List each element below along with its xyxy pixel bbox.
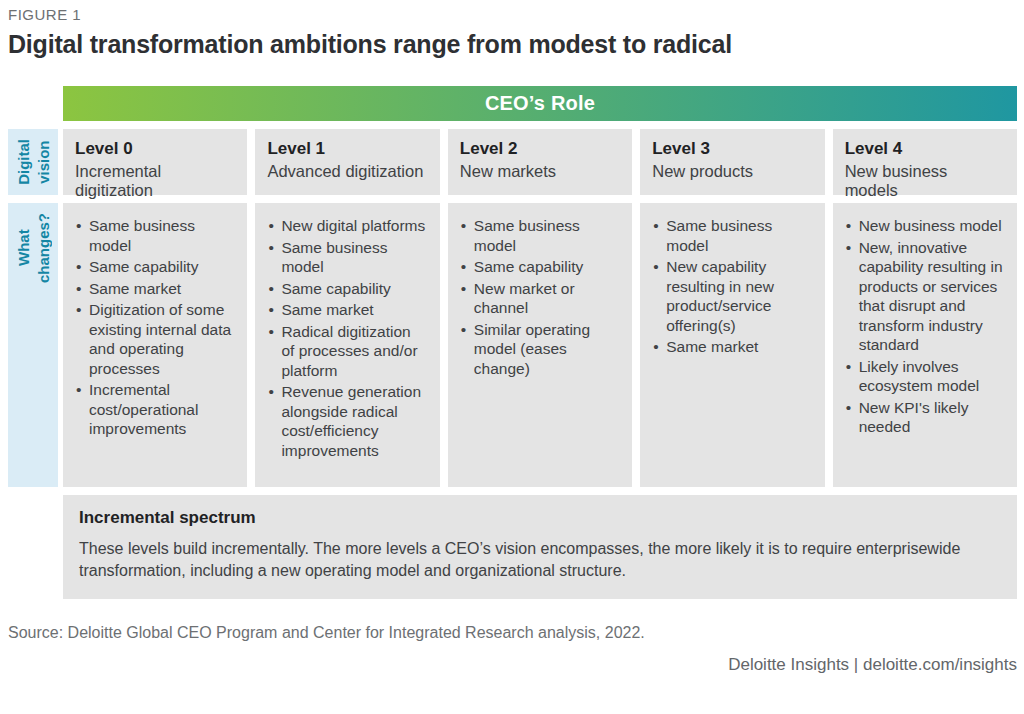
level-body-cell: New business modelNew, innovative capabi… <box>833 203 1017 487</box>
what-changes-label: What changes? <box>14 213 53 283</box>
ceo-role-row: CEO’s Role <box>8 86 1017 121</box>
bullet-list: Same business modelSame capabilitySame m… <box>75 216 235 439</box>
level-header-cell: Level 0 Incremental digitization <box>63 129 247 195</box>
bullet-item: New business model <box>845 216 1005 236</box>
figure-label: FIGURE 1 <box>8 6 1017 23</box>
level-subtitle: New markets <box>460 162 620 181</box>
spectrum-row: Incremental spectrum These levels build … <box>8 495 1017 599</box>
level-name: Level 1 <box>267 139 427 159</box>
bullet-list: New business modelNew, innovative capabi… <box>845 216 1005 437</box>
bullet-item: Same market <box>652 337 812 357</box>
spectrum-heading: Incremental spectrum <box>79 508 1001 528</box>
bullet-item: Same business model <box>267 238 427 277</box>
spacer <box>8 495 58 599</box>
level-header-cells: Level 0 Incremental digitization Level 1… <box>63 129 1017 195</box>
level-header-cell: Level 3 New products <box>640 129 824 195</box>
bullet-item: Incremental cost/operational improvement… <box>75 380 235 439</box>
digital-vision-label: Digital vision <box>14 139 53 185</box>
bullet-item: Same capability <box>460 257 620 277</box>
bullet-item: Digitization of some existing internal d… <box>75 300 235 378</box>
level-body-cell: Same business modelSame capabilityNew ma… <box>448 203 632 487</box>
source-line: Source: Deloitte Global CEO Program and … <box>8 624 1017 642</box>
bullet-item: Revenue generation alongside radical cos… <box>267 382 427 460</box>
footer-branding: Deloitte Insights | deloitte.com/insight… <box>8 655 1017 675</box>
level-subtitle: Incremental digitization <box>75 162 235 200</box>
ceo-role-header-bar: CEO’s Role <box>63 86 1017 121</box>
level-name: Level 2 <box>460 139 620 159</box>
level-header-cell: Level 2 New markets <box>448 129 632 195</box>
level-body-cell: Same business modelSame capabilitySame m… <box>63 203 247 487</box>
level-body-cell: New digital platformsSame business model… <box>255 203 439 487</box>
level-subtitle: New business models <box>845 162 1005 200</box>
bullet-item: New KPI's likely needed <box>845 398 1005 437</box>
level-body-cells: Same business modelSame capabilitySame m… <box>63 203 1017 487</box>
what-changes-row: What changes? Same business modelSame ca… <box>8 203 1017 487</box>
level-name: Level 3 <box>652 139 812 159</box>
ceo-role-label: CEO’s Role <box>485 92 595 115</box>
levels-table: CEO’s Role Digital vision Level 0 Increm… <box>8 86 1017 599</box>
row-label-digital-vision: Digital vision <box>8 129 58 195</box>
level-name: Level 0 <box>75 139 235 159</box>
bullet-item: Same capability <box>267 279 427 299</box>
bullet-item: Same business model <box>460 216 620 255</box>
bullet-list: New digital platformsSame business model… <box>267 216 427 460</box>
spectrum-body: These levels build incrementally. The mo… <box>79 538 1001 581</box>
bullet-item: Same business model <box>652 216 812 255</box>
level-header-cell: Level 1 Advanced digitization <box>255 129 439 195</box>
row-label-what-changes: What changes? <box>8 203 58 487</box>
bullet-item: Same business model <box>75 216 235 255</box>
level-header-row: Digital vision Level 0 Incremental digit… <box>8 129 1017 195</box>
bullet-list: Same business modelSame capabilityNew ma… <box>460 216 620 378</box>
bullet-item: New capability resulting in new product/… <box>652 257 812 335</box>
level-name: Level 4 <box>845 139 1005 159</box>
bullet-item: Same market <box>267 300 427 320</box>
bullet-item: New market or channel <box>460 279 620 318</box>
bullet-item: New, innovative capability resulting in … <box>845 238 1005 355</box>
bullet-item: Same capability <box>75 257 235 277</box>
level-subtitle: Advanced digitization <box>267 162 427 181</box>
bullet-item: Likely involves ecosystem model <box>845 357 1005 396</box>
incremental-spectrum-note: Incremental spectrum These levels build … <box>63 495 1017 599</box>
spacer <box>8 86 58 121</box>
level-header-cell: Level 4 New business models <box>833 129 1017 195</box>
figure-page: FIGURE 1 Digital transformation ambition… <box>0 0 1024 714</box>
level-subtitle: New products <box>652 162 812 181</box>
bullet-item: New digital platforms <box>267 216 427 236</box>
bullet-item: Similar operating model (eases change) <box>460 320 620 379</box>
level-body-cell: Same business modelNew capability result… <box>640 203 824 487</box>
bullet-item: Radical digitization of processes and/or… <box>267 322 427 381</box>
page-title: Digital transformation ambitions range f… <box>8 30 1017 59</box>
bullet-list: Same business modelNew capability result… <box>652 216 812 357</box>
bullet-item: Same market <box>75 279 235 299</box>
